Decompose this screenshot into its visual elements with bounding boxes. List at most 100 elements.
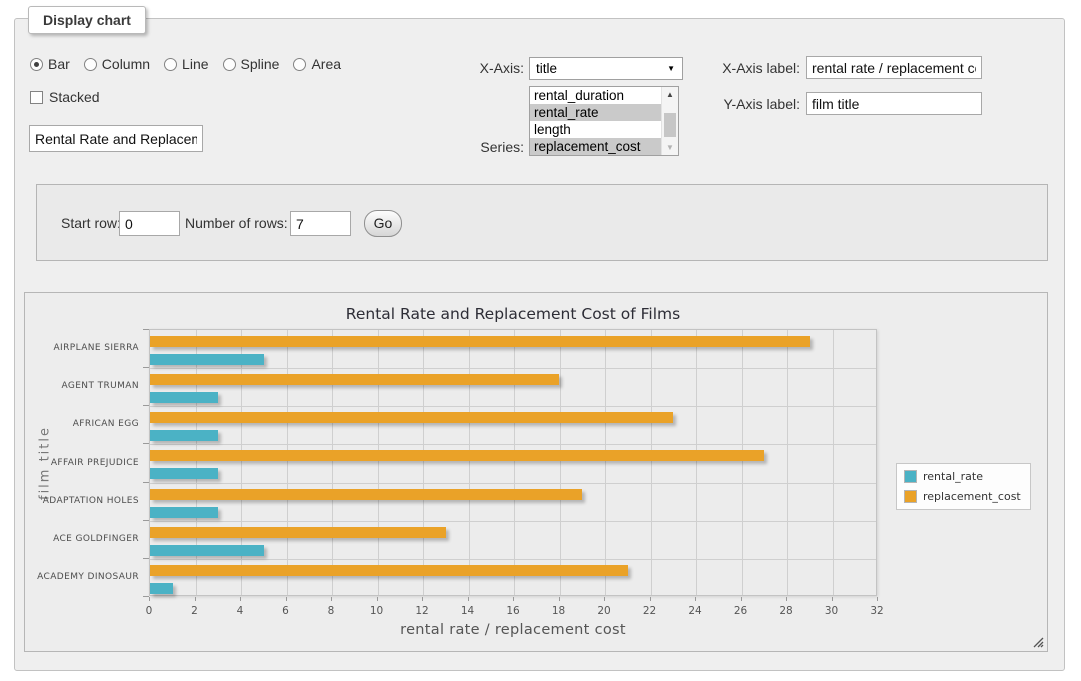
x-tick-label: 22 <box>633 605 667 617</box>
chart-type-radio-bar[interactable]: Bar <box>30 56 70 72</box>
x-tick-label: 20 <box>587 605 621 617</box>
series-listbox[interactable]: rental_durationrental_ratelengthreplacem… <box>529 86 679 156</box>
x-tick-label: 4 <box>223 605 257 617</box>
bar-rental_rate-1 <box>150 392 218 403</box>
series-option-length[interactable]: length <box>530 121 661 138</box>
x-tick-label: 30 <box>815 605 849 617</box>
series-option-rental_duration[interactable]: rental_duration <box>530 87 661 104</box>
x-axis-tick <box>695 597 696 601</box>
x-axis-tick <box>468 597 469 601</box>
bar-replacement_cost-6 <box>150 565 628 576</box>
chart-type-radio-spline[interactable]: Spline <box>223 56 280 72</box>
category-label: ACADEMY DINOSAUR <box>25 572 139 582</box>
rows-panel: Start row: Number of rows: Go <box>36 184 1048 261</box>
x-tick-label: 28 <box>769 605 803 617</box>
x-axis-tick <box>240 597 241 601</box>
gridline <box>605 330 606 595</box>
x-axis-tick <box>195 597 196 601</box>
category-label: ADAPTATION HOLES <box>25 496 139 506</box>
bar-replacement_cost-3 <box>150 450 764 461</box>
stacked-checkbox[interactable] <box>30 91 43 104</box>
y-axis-tick <box>143 520 149 521</box>
legend-label: rental_rate <box>923 470 983 483</box>
gridline <box>150 406 876 407</box>
category-label: AIRPLANE SIERRA <box>25 343 139 353</box>
gridline <box>469 330 470 595</box>
x-axis-select[interactable]: title ▼ <box>529 57 683 80</box>
bar-rental_rate-6 <box>150 583 173 594</box>
x-axis-label-label: X-Axis label: <box>712 60 800 76</box>
bar-replacement_cost-5 <box>150 527 446 538</box>
gridline <box>150 521 876 522</box>
radio-icon[interactable] <box>223 58 236 71</box>
gridline <box>378 330 379 595</box>
x-axis-tick <box>286 597 287 601</box>
chart-container: Rental Rate and Replacement Cost of Film… <box>24 292 1048 652</box>
scroll-down-icon[interactable]: ▼ <box>662 140 678 155</box>
gridline <box>514 330 515 595</box>
series-scrollbar[interactable]: ▲ ▼ <box>661 87 678 155</box>
chart-type-radio-column[interactable]: Column <box>84 56 150 72</box>
gridline <box>150 483 876 484</box>
category-label: AFRICAN EGG <box>25 419 139 429</box>
radio-icon[interactable] <box>30 58 43 71</box>
legend-label: replacement_cost <box>923 490 1021 503</box>
chart-type-radio-line[interactable]: Line <box>164 56 208 72</box>
radio-icon[interactable] <box>164 58 177 71</box>
bar-rental_rate-5 <box>150 545 264 556</box>
category-label: AGENT TRUMAN <box>25 381 139 391</box>
gridline <box>696 330 697 595</box>
resize-handle-icon[interactable] <box>1033 637 1044 648</box>
chart-type-radio-group: Bar Column Line Spline Area <box>30 56 349 72</box>
chart-title-input[interactable] <box>29 125 203 152</box>
legend-entry: replacement_cost <box>904 490 1021 503</box>
x-tick-label: 24 <box>678 605 712 617</box>
x-axis-select-label: X-Axis: <box>424 60 524 76</box>
x-tick-label: 6 <box>269 605 303 617</box>
page: Display chart BarColumnLineSplineArea St… <box>0 0 1081 681</box>
bar-replacement_cost-1 <box>150 374 559 385</box>
legend-swatch-icon <box>904 470 917 483</box>
bar-replacement_cost-4 <box>150 489 582 500</box>
x-tick-label: 26 <box>724 605 758 617</box>
chart-type-radio-area[interactable]: Area <box>293 56 341 72</box>
scrollbar-thumb[interactable] <box>664 113 676 137</box>
x-tick-label: 0 <box>132 605 166 617</box>
x-axis-tick <box>604 597 605 601</box>
number-of-rows-input[interactable] <box>290 211 351 236</box>
gridline <box>742 330 743 595</box>
radio-label: Line <box>182 56 208 72</box>
bar-rental_rate-3 <box>150 468 218 479</box>
legend-swatch-icon <box>904 490 917 503</box>
radio-icon[interactable] <box>293 58 306 71</box>
series-option-replacement_cost[interactable]: replacement_cost <box>530 138 661 155</box>
chart-legend: rental_rate replacement_cost <box>896 463 1031 510</box>
legend-entry: rental_rate <box>904 470 1021 483</box>
x-axis-tick <box>513 597 514 601</box>
radio-icon[interactable] <box>84 58 97 71</box>
radio-label: Area <box>311 56 341 72</box>
bar-replacement_cost-0 <box>150 336 810 347</box>
x-axis-tick <box>559 597 560 601</box>
go-button[interactable]: Go <box>364 210 402 237</box>
gridline <box>833 330 834 595</box>
x-tick-label: 10 <box>360 605 394 617</box>
radio-label: Spline <box>241 56 280 72</box>
y-axis-tick <box>143 482 149 483</box>
y-axis-label-input[interactable] <box>806 92 982 115</box>
x-axis-label-input[interactable] <box>806 56 982 79</box>
x-axis-tick <box>741 597 742 601</box>
gridline <box>150 368 876 369</box>
chart-plot-area <box>149 329 877 596</box>
series-label: Series: <box>424 139 524 155</box>
scroll-up-icon[interactable]: ▲ <box>662 87 678 102</box>
y-axis-tick <box>143 405 149 406</box>
series-option-rental_rate[interactable]: rental_rate <box>530 104 661 121</box>
bar-rental_rate-0 <box>150 354 264 365</box>
start-row-label: Start row: <box>61 215 121 231</box>
start-row-input[interactable] <box>119 211 180 236</box>
gridline <box>651 330 652 595</box>
y-axis-label-label: Y-Axis label: <box>712 96 800 112</box>
gridline <box>150 559 876 560</box>
gridline <box>332 330 333 595</box>
